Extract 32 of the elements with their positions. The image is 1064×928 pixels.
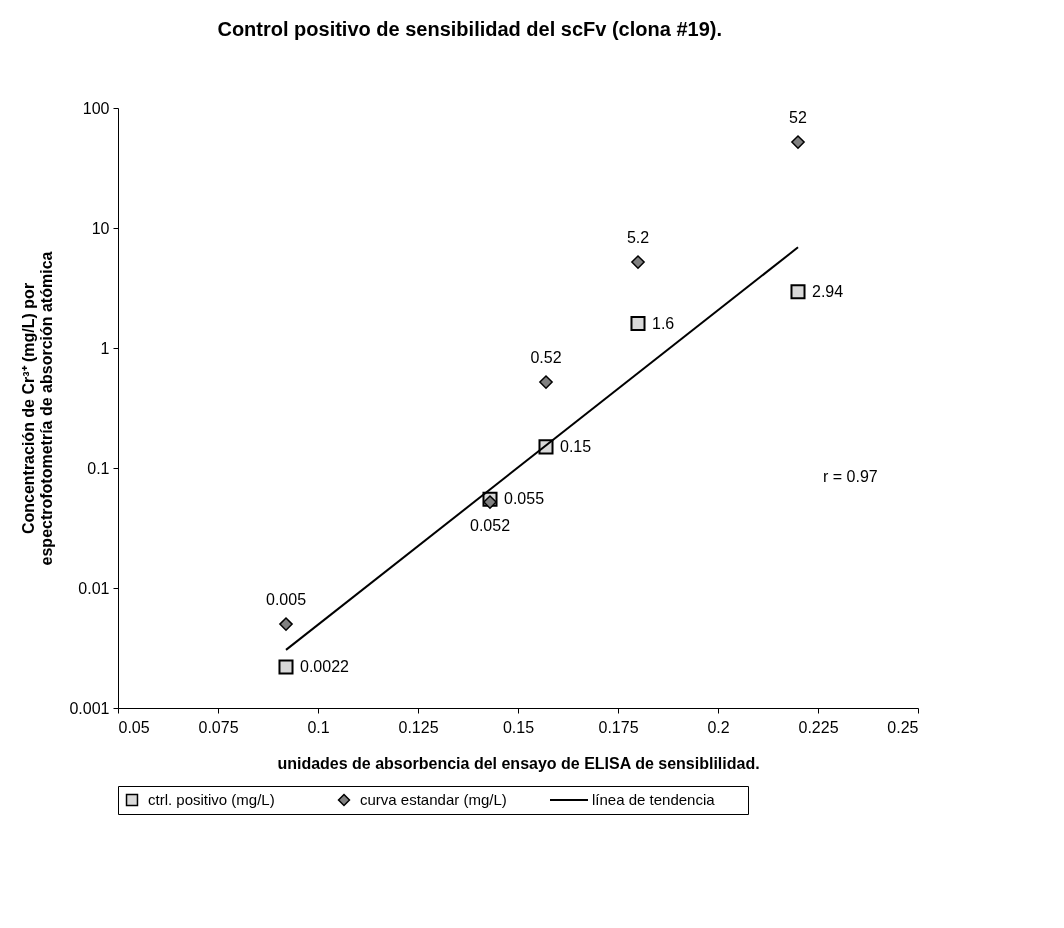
y-axis-title: Concentración de Cr³⁺ (mg/L) por espectrofotometría de absorción atómica [20,251,56,566]
x-tick-label: 0.075 [198,718,239,736]
x-tick-label: 0.175 [598,718,639,736]
data-label: 5.2 [626,229,650,247]
data-label: 0.0022 [300,657,350,675]
y-tick-label: 0.1 [87,459,110,477]
y-tick-label: 0.01 [78,579,110,597]
legend-label: curva estandar (mg/L) [360,791,507,808]
annotation: r = 0.97 [823,468,878,485]
y-tick-label: 1 [100,339,110,357]
data-label: 0.055 [504,490,545,508]
legend-label: línea de tendencia [592,791,716,808]
x-tick-label: 0.2 [707,718,730,736]
data-label: 2.94 [812,282,844,300]
data-label: 52 [789,109,807,127]
data-label: 0.15 [560,437,592,455]
chart-title: Control positivo de sensibilidad del scFv (clona #19). [217,18,723,40]
data-label: 0.005 [265,591,307,609]
data-label: 0.052 [469,517,511,535]
x-tick-label: 0.125 [398,718,439,736]
data-label: 0.52 [530,349,562,367]
x-tick-label: 0.15 [502,718,535,736]
x-tick-label: 0.225 [798,718,839,736]
x-tick-label: 0.25 [887,718,919,736]
legend-label: ctrl. positivo (mg/L) [148,791,275,808]
x-axis-title: unidades de absorbencia del ensayo de ELISA de sensiblilidad. [277,754,760,772]
y-tick-label: 100 [82,99,110,117]
y-tick-label: 0.001 [69,699,110,717]
data-label: 1.6 [652,314,675,332]
x-tick-label: 0.05 [118,718,150,736]
y-tick-label: 10 [91,219,110,237]
x-tick-label: 0.1 [307,718,330,736]
